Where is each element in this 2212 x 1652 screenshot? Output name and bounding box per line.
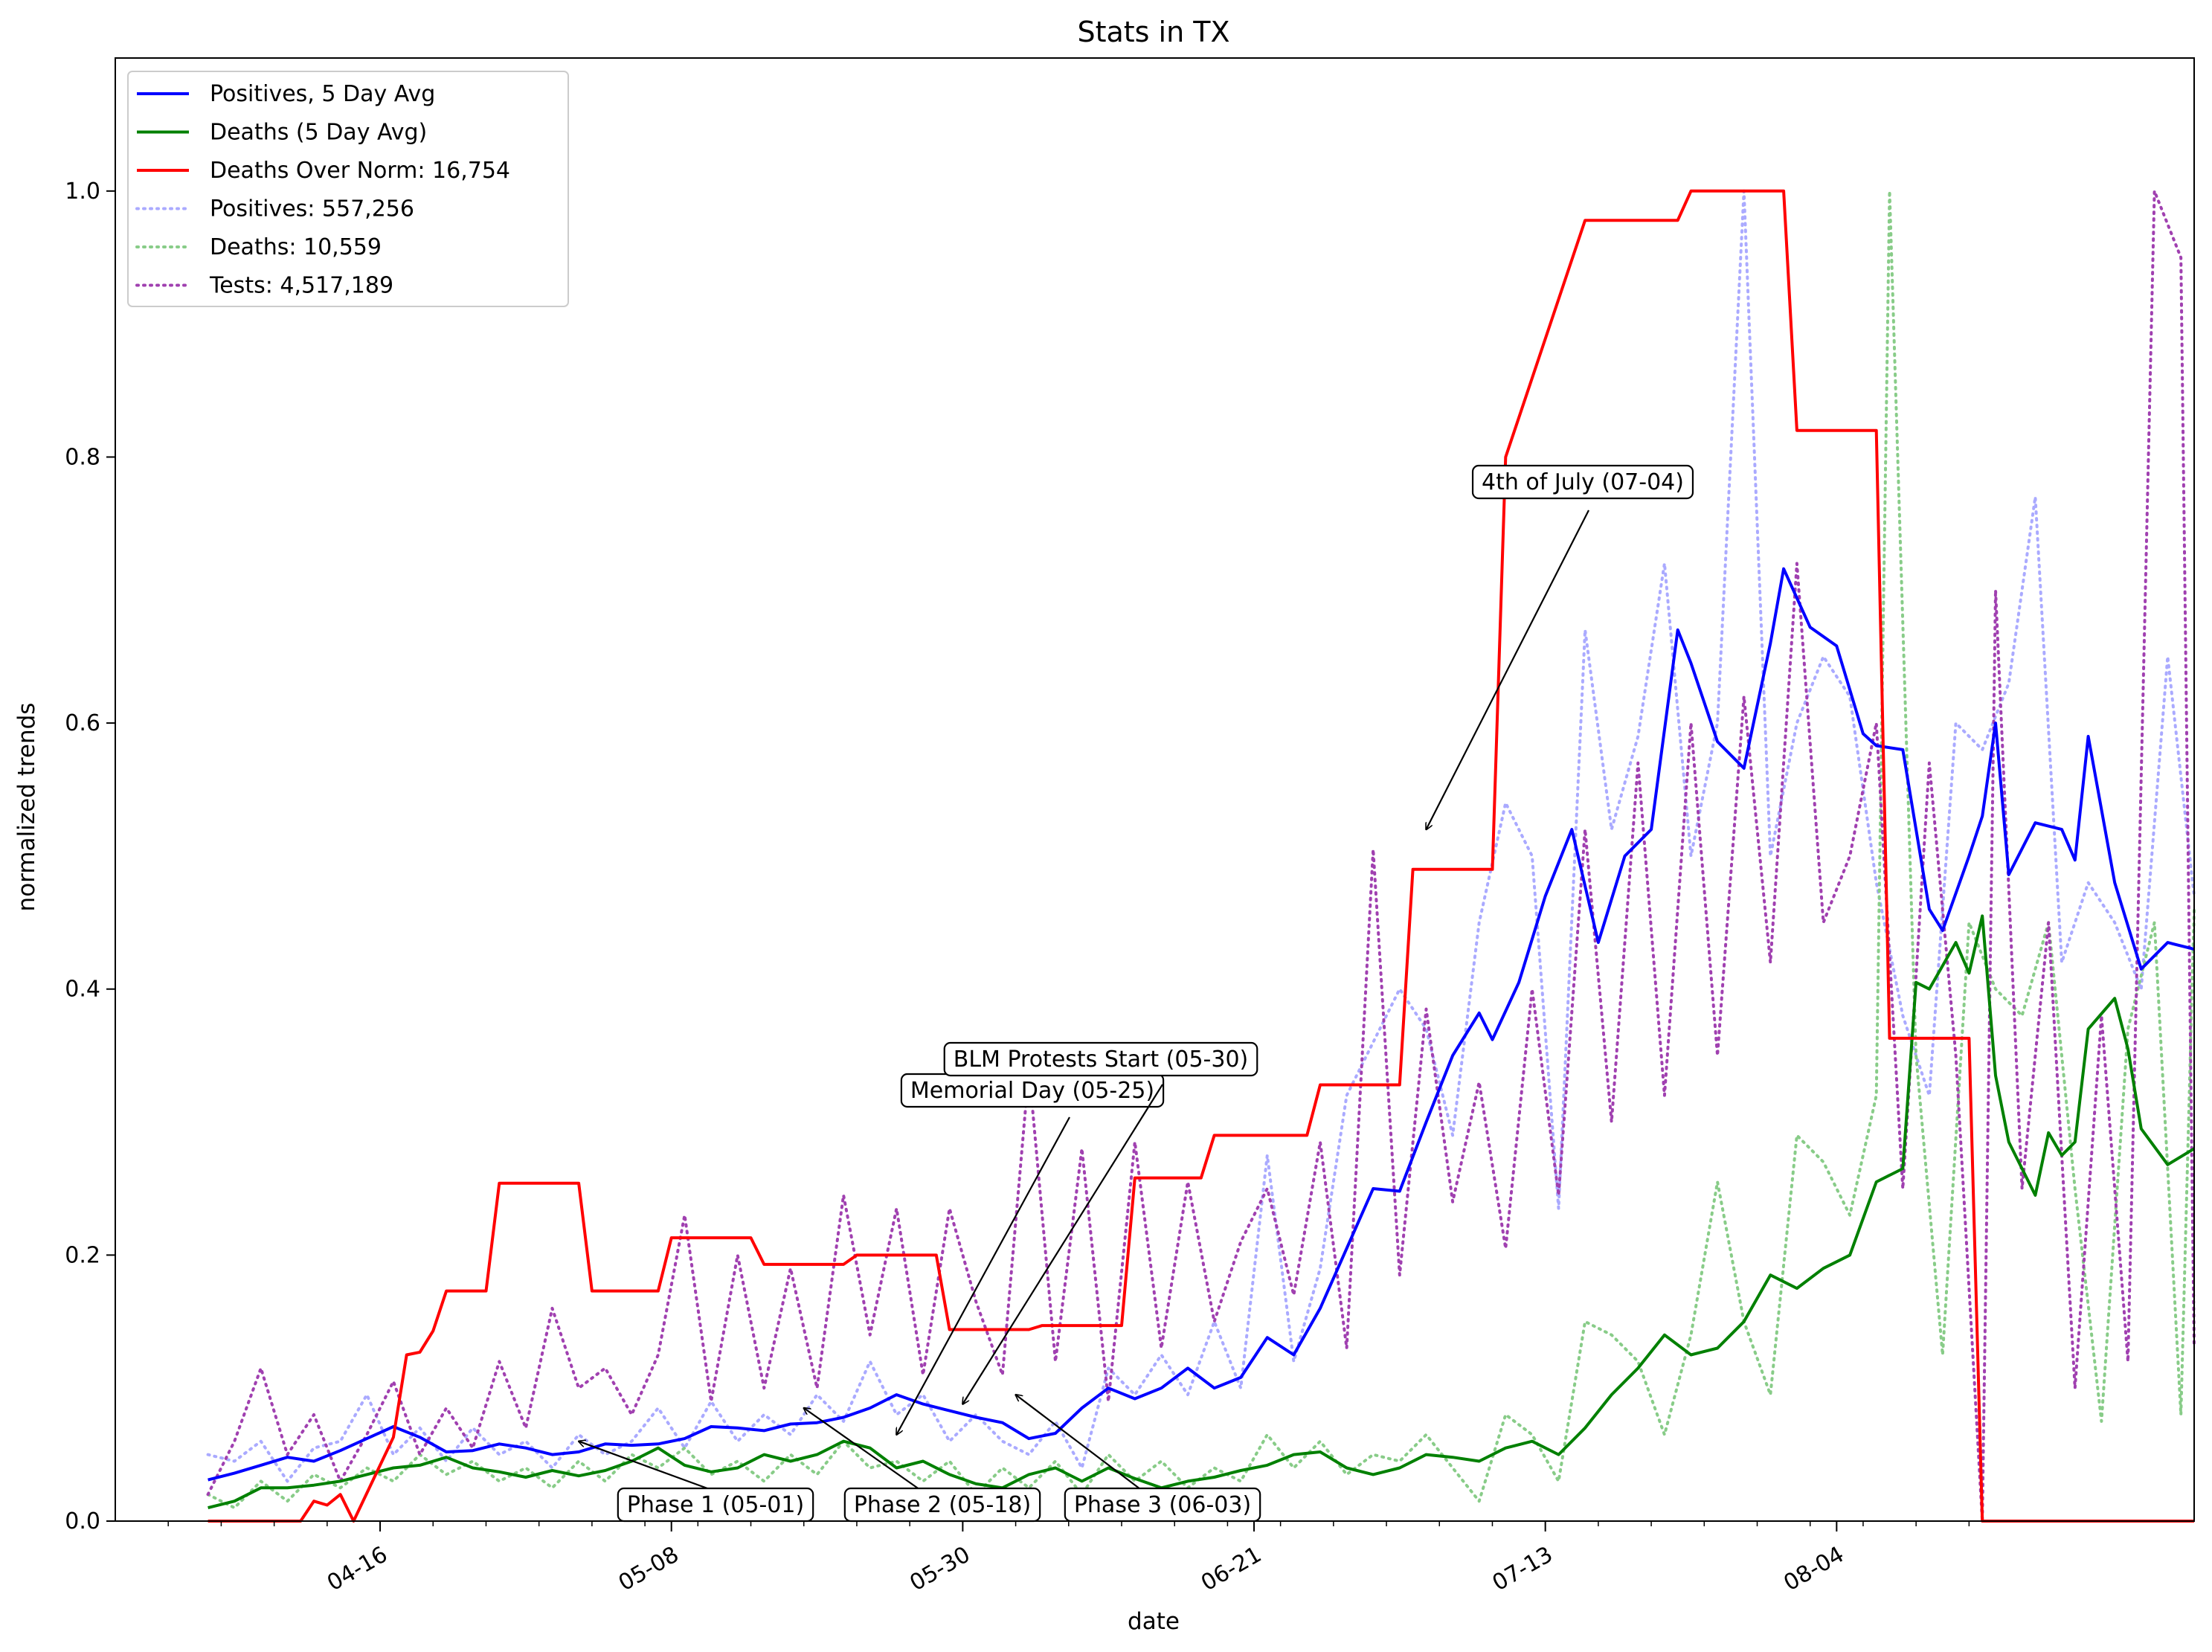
annotation: BLM Protests Start (05-30) <box>943 1041 1258 1077</box>
annotation-label: Phase 2 (05-18) <box>854 1492 1031 1518</box>
series-line-0 <box>208 567 2195 1482</box>
y-tick-label: 0.0 <box>65 1508 100 1534</box>
legend-box <box>127 71 569 307</box>
annotation-label: 4th of July (07-04) <box>1482 469 1684 495</box>
series-line-3 <box>206 189 2196 1483</box>
y-axis-label: normalized trends <box>13 703 40 912</box>
y-tick-label: 0.4 <box>65 977 100 1003</box>
annotation-layer: Phase 1 (05-01) Phase 2 (05-18) Phase 3 (0… <box>579 464 1694 1523</box>
legend-entry: Deaths Over Norm: 16,754 <box>210 158 510 184</box>
annotation: Phase 2 (05-18) <box>843 1487 1041 1523</box>
annotation-label: Memorial Day (05-25) <box>910 1078 1154 1104</box>
annotation-box <box>1471 464 1694 500</box>
annotation-arrow <box>1426 510 1589 829</box>
y-tick-label: 0.6 <box>65 710 100 736</box>
annotation-arrow <box>804 1408 923 1492</box>
legend-entry: Positives, 5 Day Avg <box>210 81 435 107</box>
annotation-box <box>943 1041 1258 1077</box>
legend-entry: Deaths: 10,559 <box>210 234 382 260</box>
series-line-1 <box>208 914 2196 1510</box>
y-tick-label: 0.2 <box>65 1242 100 1268</box>
annotation: Phase 3 (06-03) <box>1064 1487 1261 1523</box>
annotation: 4th of July (07-04) <box>1471 464 1694 500</box>
legend-entry: Positives: 557,256 <box>210 196 414 222</box>
annotation-arrow <box>579 1442 716 1493</box>
annotation: Phase 1 (05-01) <box>617 1487 814 1523</box>
y-tick-label: 0.8 <box>65 444 100 470</box>
annotation: Memorial Day (05-25) <box>900 1073 1165 1108</box>
annotation-label: BLM Protests Start (05-30) <box>954 1047 1249 1073</box>
legend-entry: Tests: 4,517,189 <box>209 273 393 299</box>
chart-title: Stats in TX <box>1077 16 1229 48</box>
annotation-label: Phase 1 (05-01) <box>627 1492 804 1518</box>
series-line-2 <box>208 189 2194 1523</box>
annotation-arrow <box>1016 1395 1144 1492</box>
plot-area <box>206 189 2196 1523</box>
y-tick-label: 1.0 <box>65 179 100 205</box>
legend: Positives, 5 Day Avg Deaths (5 Day Avg) De… <box>127 71 569 307</box>
annotation-arrow <box>896 1116 1070 1435</box>
legend-entry: Deaths (5 Day Avg) <box>210 120 427 146</box>
x-axis-label: date <box>1128 1608 1180 1635</box>
series-line-4 <box>206 189 2196 1510</box>
annotation-label: Phase 3 (06-03) <box>1074 1492 1251 1518</box>
annotation-arrow <box>962 1084 1163 1404</box>
plot-frame <box>115 57 2195 1522</box>
